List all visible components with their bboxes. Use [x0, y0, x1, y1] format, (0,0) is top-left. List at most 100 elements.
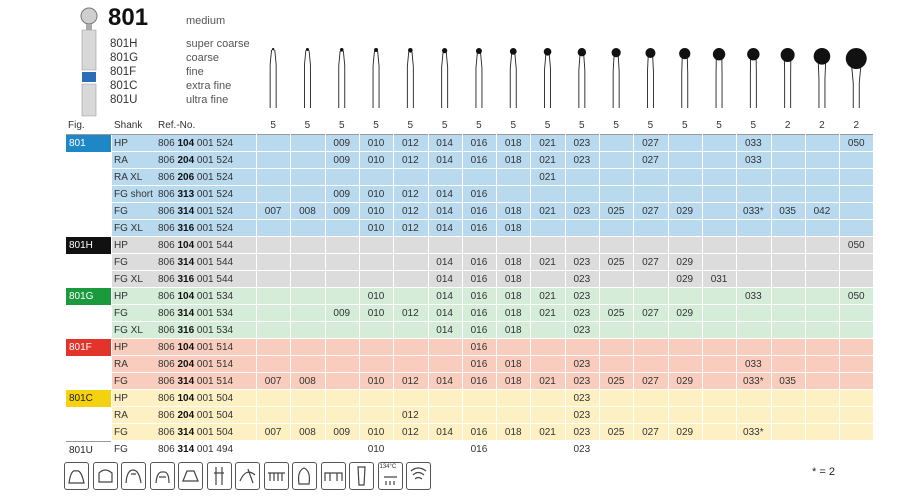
reference-number: 806 316 001 534 — [158, 325, 234, 336]
shank-type: HP — [114, 291, 128, 302]
size-code: 018 — [504, 274, 522, 285]
row-divider — [112, 185, 874, 186]
size-code: 023 — [573, 274, 591, 285]
size-code: 021 — [539, 308, 556, 319]
size-code: 007 — [264, 427, 282, 438]
size-code: 027 — [642, 138, 659, 149]
group-band — [112, 237, 874, 288]
size-code: 009 — [333, 427, 351, 438]
size-code: 016 — [470, 223, 488, 234]
inlay-icon — [178, 462, 203, 490]
size-code: 023 — [573, 138, 591, 149]
shank-type: FG — [114, 376, 128, 387]
bur-profile-icon — [372, 48, 380, 108]
bur-profile-icon — [338, 48, 346, 108]
pack-quantity: 5 — [613, 120, 619, 131]
size-code: 008 — [299, 427, 316, 438]
reference-number: 806 314 001 494 — [158, 444, 234, 455]
thermo-disinfector-icon — [406, 462, 431, 490]
column-divider — [564, 117, 566, 458]
bur-size-profiles — [269, 48, 867, 108]
shank-type: RA — [114, 359, 128, 370]
shank-type: RA XL — [114, 172, 143, 183]
size-code: 016 — [470, 257, 488, 268]
row-divider — [112, 457, 874, 458]
reference-number: 806 206 001 524 — [158, 172, 234, 183]
size-code: 016 — [470, 291, 488, 302]
size-code: 021 — [539, 427, 556, 438]
size-code: 014 — [436, 206, 453, 217]
size-code: 023 — [573, 308, 591, 319]
size-code: 016 — [470, 155, 488, 166]
pack-quantity: 5 — [441, 120, 448, 131]
reference-number: 806 313 001 524 — [158, 189, 234, 200]
row-divider — [112, 372, 874, 373]
size-code: 010 — [367, 189, 385, 200]
shank-type: HP — [114, 393, 128, 404]
sterilize-temp-label: 134°C — [379, 464, 397, 470]
size-code: 029 — [676, 427, 694, 438]
column-header-ref: Ref.-No. — [158, 120, 196, 131]
implant-icon — [349, 462, 374, 490]
bur-profile-icon — [679, 48, 691, 108]
size-code: 021 — [539, 172, 556, 183]
reference-number: 806 204 001 504 — [158, 410, 234, 421]
size-code: 012 — [401, 138, 419, 149]
bur-profile-icon — [475, 48, 483, 108]
column-divider — [736, 117, 738, 458]
size-code: 025 — [607, 257, 625, 268]
grit-name: medium — [186, 15, 226, 27]
grit-name: coarse — [186, 52, 220, 64]
pack-quantity: 5 — [681, 120, 688, 131]
size-code: 010 — [367, 444, 385, 455]
size-code: 023 — [573, 291, 591, 302]
size-code: 033* — [743, 206, 764, 217]
size-code: 008 — [299, 206, 316, 217]
column-divider — [290, 117, 292, 458]
size-code: 033* — [743, 427, 764, 438]
size-code: 009 — [333, 155, 351, 166]
group-band — [112, 288, 874, 339]
reference-number: 806 314 001 524 — [158, 206, 234, 217]
figure-tag: 801C — [66, 390, 111, 407]
size-code: 033* — [743, 376, 764, 387]
row-divider — [112, 423, 874, 424]
bur-profile-icon — [845, 48, 867, 108]
size-code: 016 — [470, 206, 488, 217]
shank-type: FG — [114, 427, 128, 438]
row-divider — [112, 389, 874, 390]
size-code: 016 — [470, 427, 488, 438]
size-code: 014 — [436, 257, 453, 268]
shank-type: HP — [114, 342, 128, 353]
grit-name: ultra fine — [186, 94, 229, 106]
grit-name: super coarse — [186, 38, 250, 50]
column-divider — [873, 117, 875, 458]
bridge-icon — [320, 462, 346, 490]
column-divider — [461, 117, 463, 458]
grit-code: 801H — [110, 38, 138, 50]
shank-type: FG — [114, 257, 128, 268]
size-code: 009 — [333, 206, 351, 217]
veneer-icon — [292, 462, 317, 490]
column-divider — [496, 117, 498, 458]
column-divider — [804, 117, 806, 458]
grit-code: 801G — [110, 52, 139, 64]
size-code: 010 — [367, 138, 385, 149]
size-code: 025 — [607, 427, 625, 438]
size-code: 018 — [504, 308, 522, 319]
row-divider — [112, 253, 874, 254]
size-code: 042 — [813, 206, 831, 217]
pack-quantity: 5 — [544, 120, 551, 131]
reference-number: 806 104 001 534 — [158, 291, 234, 302]
size-code: 010 — [367, 206, 385, 217]
size-code: 010 — [367, 155, 385, 166]
column-divider — [427, 117, 429, 458]
reference-number: 806 104 001 524 — [158, 138, 234, 149]
shank-type: HP — [114, 138, 128, 149]
size-code: 009 — [333, 189, 351, 200]
bur-profile-icon — [509, 48, 517, 108]
shank-divider — [256, 117, 257, 458]
size-code: 021 — [539, 206, 556, 217]
reference-number: 806 314 001 534 — [158, 308, 234, 319]
